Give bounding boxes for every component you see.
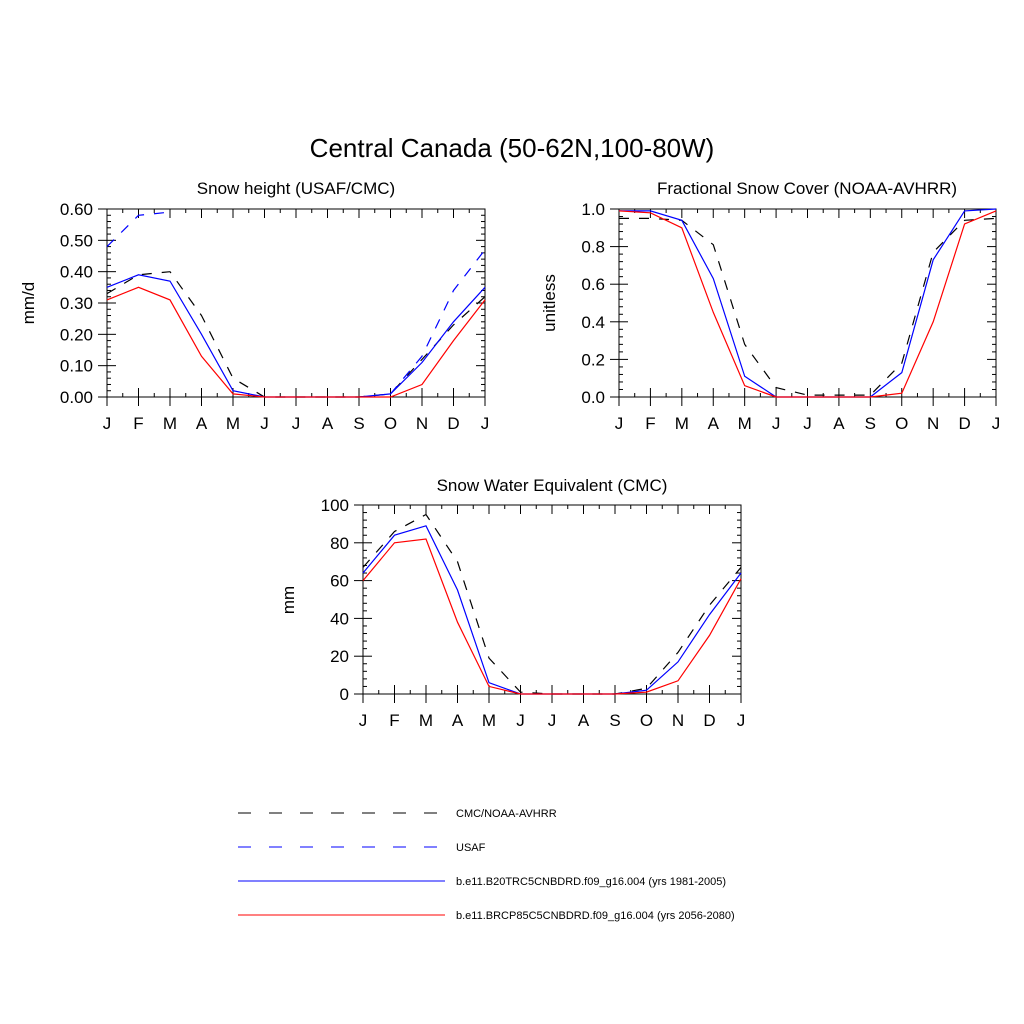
y-tick-label: 100	[321, 496, 349, 515]
x-tick-label: M	[482, 711, 496, 730]
y-tick-label: 80	[330, 534, 349, 553]
x-tick-label: J	[481, 414, 490, 433]
x-tick-label: S	[353, 414, 364, 433]
series-line-cmc	[362, 513, 742, 695]
x-tick-label: J	[260, 414, 269, 433]
x-tick-label: S	[609, 711, 620, 730]
y-tick-label: 0.2	[581, 350, 605, 369]
y-tick-label: 0.00	[60, 388, 93, 407]
x-tick-label: A	[833, 414, 845, 433]
x-tick-label: A	[322, 414, 334, 433]
x-tick-label: F	[133, 414, 143, 433]
x-tick-label: D	[703, 711, 715, 730]
series-line-hist	[362, 525, 742, 695]
x-tick-label: M	[163, 414, 177, 433]
figure-title: Central Canada (50-62N,100-80W)	[310, 133, 715, 163]
y-tick-label: 0.4	[581, 313, 605, 332]
plot-frame	[106, 208, 486, 398]
x-tick-label: M	[419, 711, 433, 730]
x-tick-label: D	[447, 414, 459, 433]
panel-title: Snow Water Equivalent (CMC)	[437, 476, 668, 495]
x-tick-label: J	[548, 711, 557, 730]
plot-frame	[362, 504, 742, 695]
x-tick-label: O	[384, 414, 397, 433]
y-tick-label: 0	[340, 685, 349, 704]
y-axis-label: mm/d	[19, 282, 38, 325]
y-tick-label: 40	[330, 609, 349, 628]
x-tick-label: M	[226, 414, 240, 433]
x-tick-label: N	[416, 414, 428, 433]
x-tick-label: J	[103, 414, 112, 433]
series-line-future	[618, 210, 997, 398]
y-tick-label: 20	[330, 647, 349, 666]
y-tick-label: 60	[330, 572, 349, 591]
x-tick-label: J	[992, 414, 1001, 433]
x-tick-label: N	[672, 711, 684, 730]
y-axis-label: mm	[279, 586, 298, 614]
x-tick-label: A	[196, 414, 208, 433]
y-tick-label: 1.0	[581, 200, 605, 219]
y-tick-label: 0.20	[60, 325, 93, 344]
series-line-cmc	[619, 217, 997, 396]
legend-label-hist: b.e11.B20TRC5CNBDRD.f09_g16.004 (yrs 198…	[456, 876, 726, 888]
series-line-cmc	[106, 271, 486, 398]
series-line-usaf	[390, 249, 486, 395]
x-tick-label: D	[958, 414, 970, 433]
x-tick-label: M	[738, 414, 752, 433]
panel-title: Snow height (USAF/CMC)	[197, 179, 395, 198]
x-tick-label: F	[389, 711, 399, 730]
y-tick-label: 0.60	[60, 200, 93, 219]
y-tick-label: 0.50	[60, 231, 93, 250]
x-tick-label: M	[675, 414, 689, 433]
x-tick-label: N	[927, 414, 939, 433]
panel-title: Fractional Snow Cover (NOAA-AVHRR)	[657, 179, 957, 198]
legend: CMC/NOAA-AVHRR USAF b.e11.B20TRC5CNBDRD.f0…	[238, 808, 735, 922]
y-tick-label: 0.8	[581, 238, 605, 257]
x-tick-label: A	[578, 711, 590, 730]
x-tick-label: J	[803, 414, 812, 433]
series-line-future	[362, 538, 742, 695]
x-tick-label: J	[292, 414, 301, 433]
y-tick-label: 0.0	[581, 388, 605, 407]
series-line-future	[106, 286, 486, 398]
x-tick-label: A	[708, 414, 720, 433]
x-tick-label: J	[516, 711, 525, 730]
x-tick-label: F	[645, 414, 655, 433]
series-line-usaf	[106, 211, 171, 248]
y-tick-label: 0.40	[60, 263, 93, 282]
x-tick-label: O	[895, 414, 908, 433]
series-line-hist	[106, 274, 486, 398]
x-tick-label: J	[359, 711, 368, 730]
x-tick-label: J	[772, 414, 781, 433]
x-tick-label: J	[615, 414, 624, 433]
legend-label-future: b.e11.BRCP85C5CNBDRD.f09_g16.004 (yrs 20…	[456, 910, 735, 922]
x-tick-label: O	[640, 711, 653, 730]
legend-label-cmc: CMC/NOAA-AVHRR	[456, 808, 557, 820]
x-tick-label: J	[737, 711, 746, 730]
x-tick-label: A	[452, 711, 464, 730]
y-tick-label: 0.6	[581, 275, 605, 294]
x-tick-label: S	[865, 414, 876, 433]
y-axis-label: unitless	[540, 274, 559, 332]
panel-fractional-snow-cover: Fractional Snow Cover (NOAA-AVHRR) unitl…	[540, 179, 1000, 433]
y-tick-label: 0.10	[60, 357, 93, 376]
y-tick-label: 0.30	[60, 294, 93, 313]
legend-label-usaf: USAF	[456, 842, 486, 854]
